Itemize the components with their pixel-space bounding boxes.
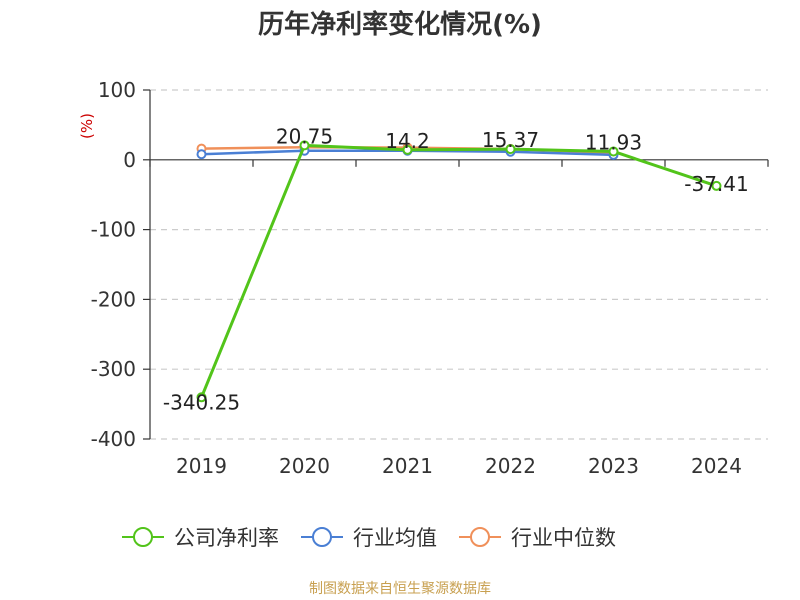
- y-tick-label: -200: [91, 287, 136, 311]
- chart-title: 历年净利率变化情况(%): [258, 10, 542, 40]
- series-point: [402, 144, 413, 155]
- series-lines: [196, 140, 722, 403]
- data-label: 11.93: [585, 130, 642, 154]
- x-tick-label: 2019: [176, 454, 227, 478]
- source-note: 制图数据来自恒生聚源数据库: [309, 581, 491, 597]
- data-label: -37.41: [684, 172, 748, 196]
- x-tick-label: 2023: [588, 454, 639, 478]
- series-point: [505, 144, 516, 155]
- y-tick-label: -400: [91, 427, 136, 451]
- legend-marker: [470, 527, 490, 547]
- series-point: [608, 146, 619, 157]
- series-point: [711, 180, 722, 191]
- legend-marker: [312, 527, 332, 547]
- y-tick-label: 100: [98, 78, 136, 102]
- legend-label: 行业中位数: [511, 526, 616, 550]
- legend-item[interactable]: 行业均值: [301, 526, 437, 550]
- x-tick-label: 2020: [279, 454, 330, 478]
- legend-label: 公司净利率: [174, 526, 279, 550]
- y-tick-label: 0: [123, 148, 136, 172]
- legend-label: 行业均值: [353, 526, 437, 550]
- data-labels: -340.25 20.75 14.2 15.37 11.93 -37.41: [163, 124, 749, 414]
- data-label: 20.75: [276, 124, 333, 148]
- series-line: [200, 143, 717, 398]
- legend-item[interactable]: 行业中位数: [459, 526, 616, 550]
- x-tick-label: 2024: [691, 454, 742, 478]
- grid-lines: [150, 89, 768, 440]
- x-tick-label: 2021: [382, 454, 433, 478]
- y-tick-label: -300: [91, 357, 136, 381]
- y-axis-unit: (%): [78, 113, 96, 139]
- x-tick-label: 2022: [485, 454, 536, 478]
- data-label: 14.2: [385, 129, 430, 153]
- data-label: 15.37: [482, 128, 539, 152]
- series-point: [299, 140, 310, 151]
- y-tick-label: -100: [91, 218, 136, 242]
- legend-marker: [133, 527, 153, 547]
- legend-item[interactable]: 公司净利率: [122, 526, 279, 550]
- data-label: -340.25: [163, 390, 240, 414]
- legend[interactable]: 公司净利率 行业均值 行业中位数: [122, 526, 616, 550]
- series-point: [196, 149, 207, 160]
- axes: 100 0 -100 -200 -300 -400 2019 2020 2021 2022 2023…: [78, 78, 769, 478]
- series-point: [196, 392, 207, 403]
